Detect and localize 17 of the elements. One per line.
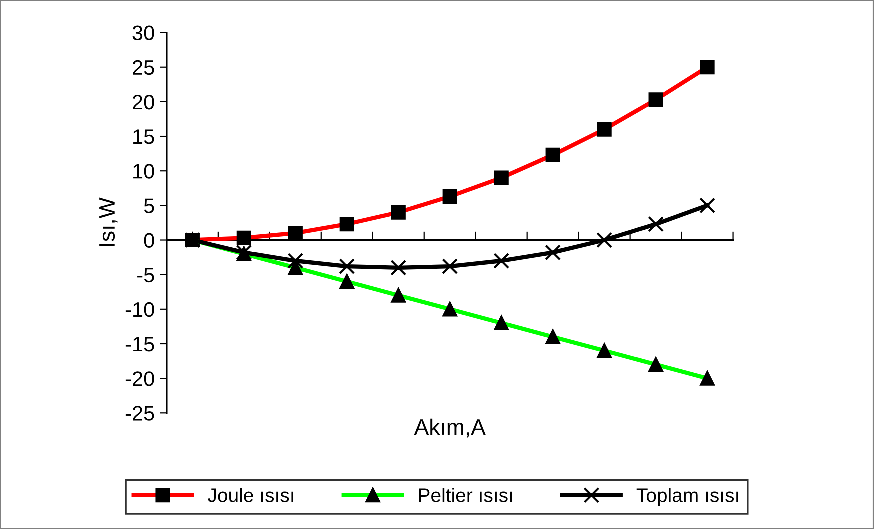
y-tick-label: -5 [138,268,154,283]
legend-label: Peltier ısısı [419,488,512,502]
y-tick-label: 20 [133,94,154,110]
y-tick-label: -15 [126,337,154,352]
y-tick-label: 25 [133,60,154,76]
y-tick-label: -10 [126,302,154,318]
x-axis-title: Akım,A [414,418,486,438]
y-tick-label: 30 [132,26,154,41]
y-tick-label: 0 [144,233,154,248]
y-tick-label: 10 [134,164,154,179]
y-axis-title: Isı,W [100,198,118,246]
y-tick-label: -25 [126,406,154,421]
y-tick-label: 15 [134,130,154,144]
legend-label: Joule ısısı [208,488,294,502]
y-tick-label: -20 [126,372,154,386]
y-tick-label: 5 [144,198,154,214]
legend-label: Toplam ısısı [636,488,738,506]
